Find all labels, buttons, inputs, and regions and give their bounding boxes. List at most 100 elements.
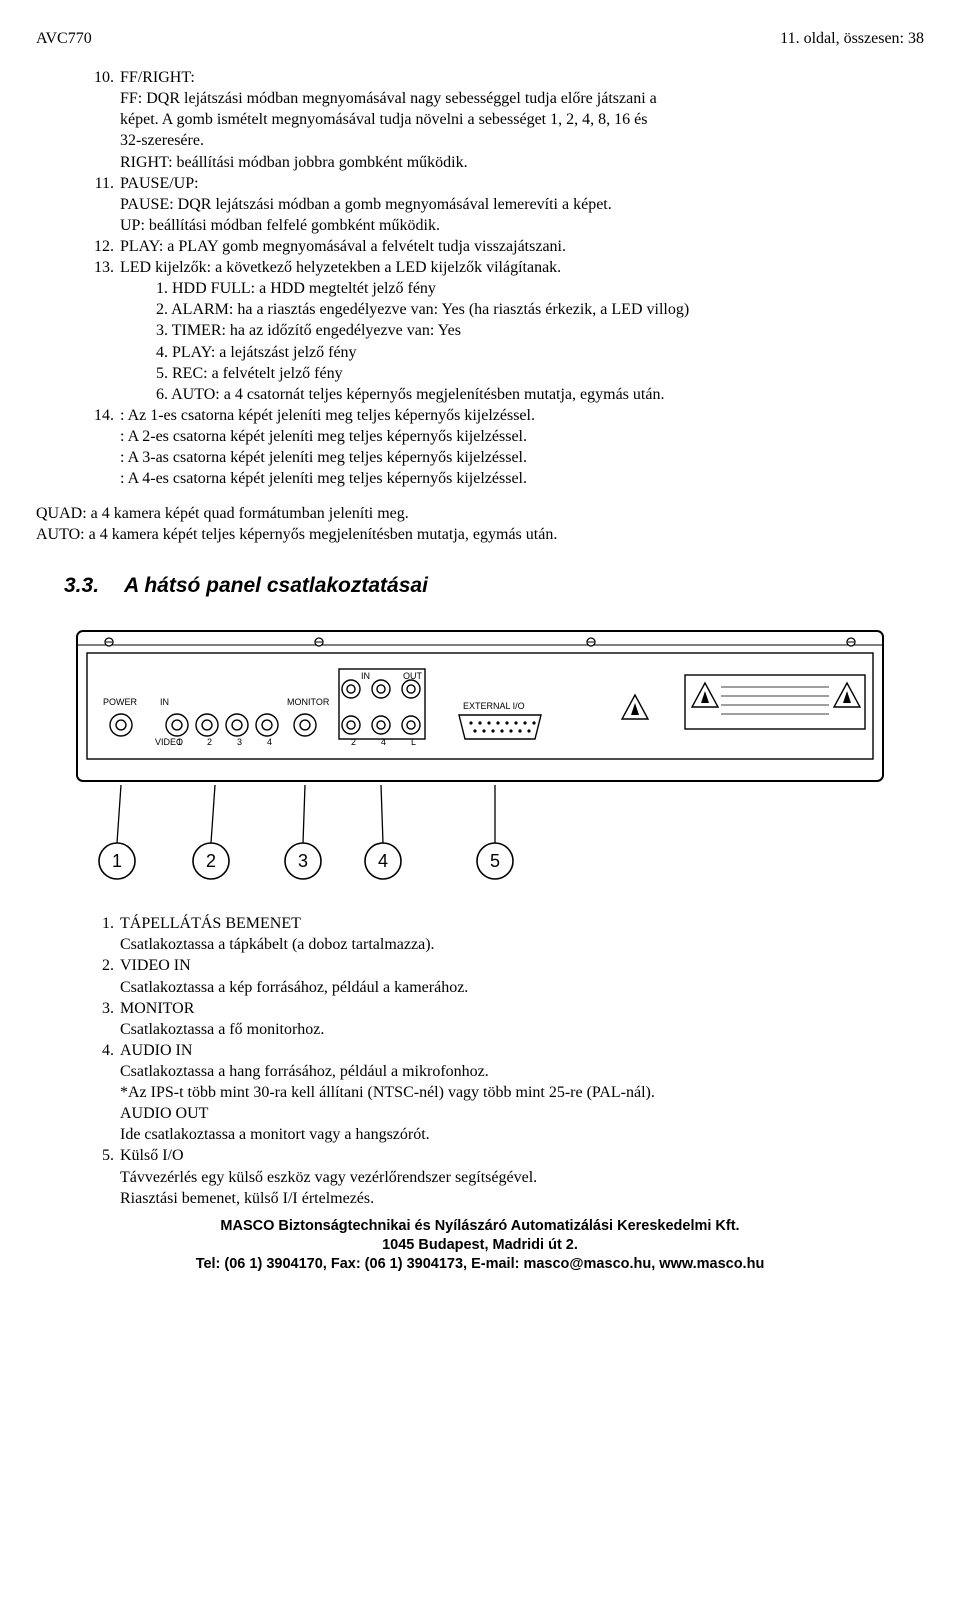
diagram-label: 2 [207,737,212,747]
leader-line [303,785,305,843]
list-item: 11.PAUSE/UP:PAUSE: DQR lejátszási módban… [86,173,924,236]
header-right: 11. oldal, összesen: 38 [780,28,924,49]
item-line: *Az IPS-t több mint 30-ra kell állítani … [120,1082,924,1103]
diagram-label: 4 [267,737,272,747]
diagram-label: 3 [237,737,242,747]
callout-number: 2 [206,851,216,871]
item-line: FF: DQR lejátszási módban megnyomásával … [120,88,924,109]
list-item: 3.MONITORCsatlakoztassa a fő monitorhoz. [86,998,924,1040]
sub-item: 1. HDD FULL: a HDD megteltét jelző fény [120,278,924,299]
item-number: 2. [86,955,114,997]
item-heading: AUDIO IN [120,1040,924,1061]
item-line: Riasztási bemenet, külső I/I értelmezés. [120,1188,924,1209]
header-left: AVC770 [36,28,92,49]
footer-org: MASCO Biztonságtechnikai és Nyílászáró A… [36,1217,924,1236]
list-item: 1.TÁPELLÁTÁS BEMENETCsatlakoztassa a táp… [86,913,924,955]
item-line: Ide csatlakoztassa a monitort vagy a han… [120,1124,924,1145]
item-number: 13. [86,257,114,405]
list-item: 4.AUDIO INCsatlakoztassa a hang forrásáh… [86,1040,924,1146]
sub-item: 2. ALARM: ha a riasztás engedélyezve van… [120,299,924,320]
item-line: 32-szeresére. [120,130,924,151]
list-item: 10.FF/RIGHT:FF: DQR lejátszási módban me… [86,67,924,173]
item-line: LED kijelzők: a következő helyzetekben a… [120,257,924,278]
item-line: Távvezérlés egy külső eszköz vagy vezérl… [120,1167,924,1188]
item-body: PLAY: a PLAY gomb megnyomásával a felvét… [120,236,924,257]
page-footer: MASCO Biztonságtechnikai és Nyílászáró A… [36,1217,924,1274]
quad-auto-paragraph: QUAD: a 4 kamera képét quad formátumban … [36,503,924,545]
footer-address: 1045 Budapest, Madridi út 2. [36,1236,924,1255]
item-body: TÁPELLÁTÁS BEMENETCsatlakoztassa a tápká… [120,913,924,955]
item-line: PAUSE: DQR lejátszási módban a gomb megn… [120,194,924,215]
callout-number: 1 [112,851,122,871]
diagram-label: POWER [103,697,138,707]
item-body: PAUSE/UP:PAUSE: DQR lejátszási módban a … [120,173,924,236]
diagram-label: IN [160,697,169,707]
item-number: 5. [86,1145,114,1208]
page-header: AVC770 11. oldal, összesen: 38 [36,28,924,49]
item-line: RIGHT: beállítási módban jobbra gombként… [120,152,924,173]
para-line: QUAD: a 4 kamera képét quad formátumban … [36,503,924,524]
section-title: A hátsó panel csatlakoztatásai [124,574,428,597]
item-body: AUDIO INCsatlakoztassa a hang forrásához… [120,1040,924,1146]
callout-number: 4 [378,851,388,871]
list-item: 2.VIDEO INCsatlakoztassa a kép forrásáho… [86,955,924,997]
section-number: 3.3. [64,574,99,597]
item-heading: TÁPELLÁTÁS BEMENET [120,913,924,934]
sub-item: 4. PLAY: a lejátszást jelző fény [120,342,924,363]
rear-panel-diagram: POWERVIDEOIN1234MONITORINOUT24LEXTERNAL … [55,617,905,897]
diagram-label: 1 [177,737,182,747]
rear-panel-list: 1.TÁPELLÁTÁS BEMENETCsatlakoztassa a táp… [36,913,924,1209]
leader-line [117,785,121,843]
list-item: 14. : Az 1-es csatorna képét jeleníti meg… [86,405,924,489]
item-body: Külső I/OTávvezérlés egy külső eszköz va… [120,1145,924,1208]
item-number: 1. [86,913,114,955]
list-item: 13. LED kijelzők: a következő helyzetekbe… [86,257,924,405]
item-body: LED kijelzők: a következő helyzetekben a… [120,257,924,405]
item-line: Csatlakoztassa a kép forrásához, például… [120,977,924,998]
leader-line [381,785,383,843]
diagram-label: 4 [381,737,386,747]
item-heading: PAUSE/UP: [120,173,924,194]
callout-number: 5 [490,851,500,871]
item-number: 11. [86,173,114,236]
item-number: 4. [86,1040,114,1146]
sub-item: 3. TIMER: ha az időzítő engedélyezve van… [120,320,924,341]
item-line: : A 4-es csatorna képét jeleníti meg tel… [120,468,924,489]
item-line: Csatlakoztassa a fő monitorhoz. [120,1019,924,1040]
item-line: UP: beállítási módban felfelé gombként m… [120,215,924,236]
item-number: 10. [86,67,114,173]
item-heading: VIDEO IN [120,955,924,976]
item-line: PLAY: a PLAY gomb megnyomásával a felvét… [120,236,924,257]
item-body: MONITORCsatlakoztassa a fő monitorhoz. [120,998,924,1040]
section-heading: 3.3. A hátsó panel csatlakoztatásai [64,572,924,600]
item-line: AUDIO OUT [120,1103,924,1124]
item-body: VIDEO INCsatlakoztassa a kép forrásához,… [120,955,924,997]
item-heading: MONITOR [120,998,924,1019]
item-number: 12. [86,236,114,257]
external-io-port [459,715,541,739]
item-heading: Külső I/O [120,1145,924,1166]
diagram-label: EXTERNAL I/O [463,701,525,711]
para-line: AUTO: a 4 kamera képét teljes képernyős … [36,524,924,545]
item-number: 3. [86,998,114,1040]
callout-number: 3 [298,851,308,871]
item-body: FF/RIGHT:FF: DQR lejátszási módban megny… [120,67,924,173]
sub-item: 5. REC: a felvételt jelző fény [120,363,924,384]
footer-contact: Tel: (06 1) 3904170, Fax: (06 1) 3904173… [36,1255,924,1274]
diagram-label: 2 [351,737,356,747]
diagram-label: OUT [403,671,423,681]
leader-line [211,785,215,843]
item-line: képet. A gomb ismételt megnyomásával tud… [120,109,924,130]
sub-item: 6. AUTO: a 4 csatornát teljes képernyős … [120,384,924,405]
list-item: 12. PLAY: a PLAY gomb megnyomásával a fel… [86,236,924,257]
item-body: : Az 1-es csatorna képét jeleníti meg te… [120,405,924,489]
item-number: 14. [86,405,114,489]
diagram-label: MONITOR [287,697,330,707]
item-line: : A 2-es csatorna képét jeleníti meg tel… [120,426,924,447]
list-item: 5.Külső I/OTávvezérlés egy külső eszköz … [86,1145,924,1208]
item-heading: FF/RIGHT: [120,67,924,88]
item-line: : Az 1-es csatorna képét jeleníti meg te… [120,405,924,426]
items-container: 10.FF/RIGHT:FF: DQR lejátszási módban me… [86,67,924,489]
item-line: Csatlakoztassa a hang forrásához, példáu… [120,1061,924,1082]
diagram-label: L [411,737,416,747]
